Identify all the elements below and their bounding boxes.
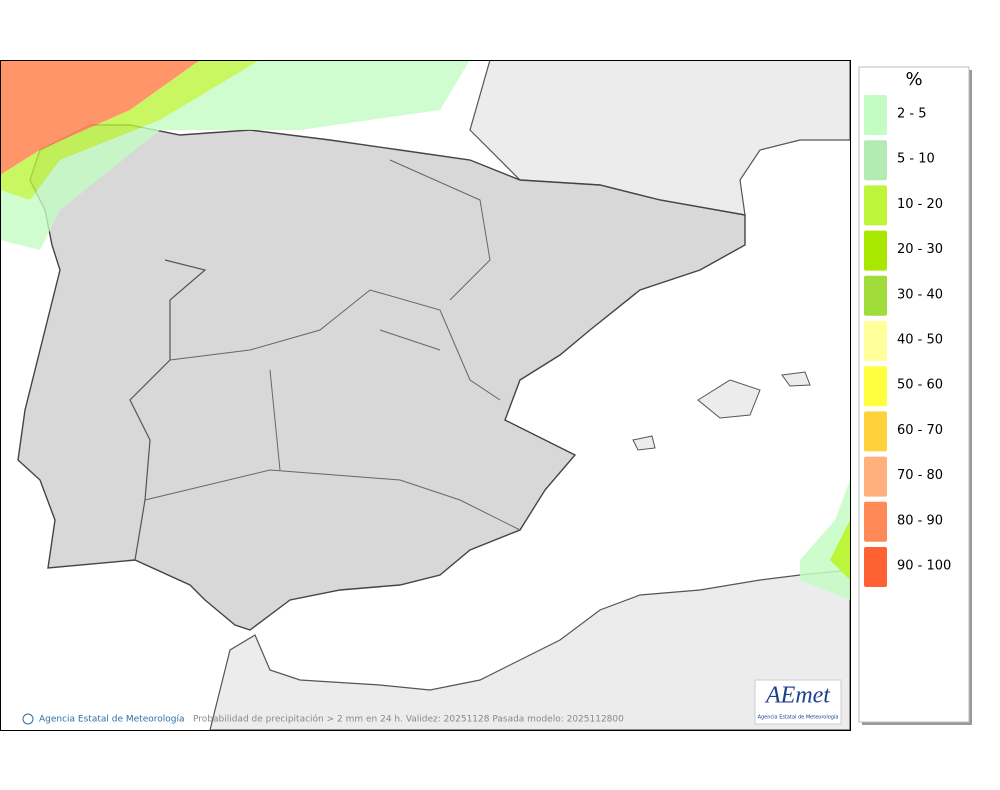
legend-items: 2 - 5 5 - 10 10 - 20 20 - 30 30 - 40 40 - 50 5… — [864, 95, 951, 587]
legend-swatch — [864, 95, 887, 135]
mallorca — [697, 379, 761, 419]
logo-box — [754, 679, 842, 725]
legend-label: 50 - 60 — [897, 378, 943, 393]
legend-label: 2 - 5 — [897, 107, 927, 122]
precip-area — [800, 480, 850, 600]
legend-label: 5 - 10 — [897, 152, 935, 167]
menorca — [781, 371, 811, 387]
legend-swatch — [864, 411, 887, 452]
ibiza — [632, 435, 656, 451]
legend-label: 40 - 50 — [897, 333, 943, 348]
legend-label: 20 - 30 — [897, 242, 943, 257]
credit: Agencia Estatal de Meteorología — [39, 715, 185, 725]
iberian-peninsula — [17, 124, 746, 631]
legend-swatch — [864, 185, 887, 226]
map-frame — [0, 60, 851, 731]
legend-swatch — [864, 501, 887, 542]
legend-label: 10 - 20 — [897, 197, 943, 212]
precip-area — [0, 60, 200, 175]
precip-area — [830, 520, 850, 580]
legend-swatch — [864, 275, 887, 316]
caption: Probabilidad de precipitación > 2 mm en … — [193, 714, 624, 725]
precip-area — [0, 60, 470, 250]
legend-swatch — [864, 366, 887, 407]
legend-label: 80 - 90 — [897, 513, 943, 528]
map — [0, 60, 850, 730]
legend-label: 90 - 100 — [897, 559, 951, 574]
legend-swatch — [864, 230, 887, 271]
legend-swatch — [864, 140, 887, 181]
legend-label: 30 - 40 — [897, 287, 943, 302]
legend-swatch — [864, 547, 887, 587]
copyright-icon — [22, 713, 34, 725]
legend-label: 70 - 80 — [897, 468, 943, 483]
legend-swatch — [864, 321, 887, 361]
legend-swatch — [864, 456, 887, 497]
logo-subtitle: Agencia Estatal de Meteorología — [758, 714, 839, 721]
region-borders — [144, 159, 521, 531]
precip-area — [0, 60, 260, 200]
logo: AEmet — [764, 683, 831, 709]
portugal-border — [129, 259, 207, 561]
legend-title: % — [905, 69, 922, 90]
legend-label: 60 - 70 — [897, 423, 943, 438]
france — [469, 60, 850, 216]
